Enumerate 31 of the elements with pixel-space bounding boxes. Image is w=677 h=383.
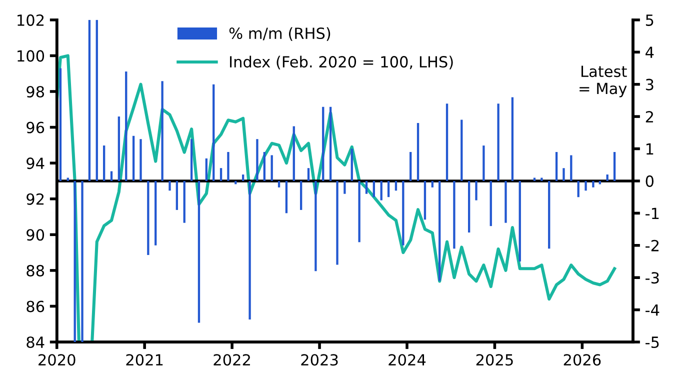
y-tick-label: 92 (26, 193, 44, 205)
legend-label: % m/m (RHS) (229, 27, 330, 41)
y2-tick-label: -2 (646, 240, 659, 252)
y-tick-label: 100 (18, 50, 44, 62)
y-tick-label: 96 (26, 122, 44, 134)
y2-tick-label: -5 (646, 336, 659, 348)
y2-tick-label: -3 (646, 272, 659, 284)
y-tick-label: 94 (26, 158, 44, 170)
y2-tick-label: -4 (646, 304, 660, 316)
x-tick-label: 2022 (214, 354, 250, 366)
annotation: Latest = May (580, 66, 627, 98)
y2-tick-label: -1 (646, 208, 659, 219)
y2-tick-label: 2 (646, 111, 653, 122)
y2-tick-label: 4 (646, 46, 654, 58)
y-tick-label: 88 (26, 264, 44, 276)
x-tick-label: 2025 (476, 354, 513, 366)
x-tick-label: 2024 (388, 354, 426, 366)
x-tick-label: 2023 (301, 354, 338, 366)
y-tick-label: 98 (26, 86, 44, 98)
y2-tick-label: 3 (646, 78, 654, 90)
y-tick-label: 102 (18, 14, 44, 26)
y2-tick-label: 5 (646, 14, 654, 26)
x-tick-label: 2021 (126, 354, 163, 366)
y2-tick-label: 1 (646, 143, 654, 155)
y-tick-label: 90 (26, 229, 44, 241)
x-tick-label: 2026 (564, 354, 601, 366)
legend-label: Index (Feb. 2020 = 100, LHS) (230, 56, 453, 70)
y2-tick-label: 0 (646, 175, 654, 187)
y-tick-label: 84 (26, 336, 44, 348)
x-tick-label: 2020 (38, 354, 76, 366)
y-tick-label: 86 (26, 300, 44, 312)
